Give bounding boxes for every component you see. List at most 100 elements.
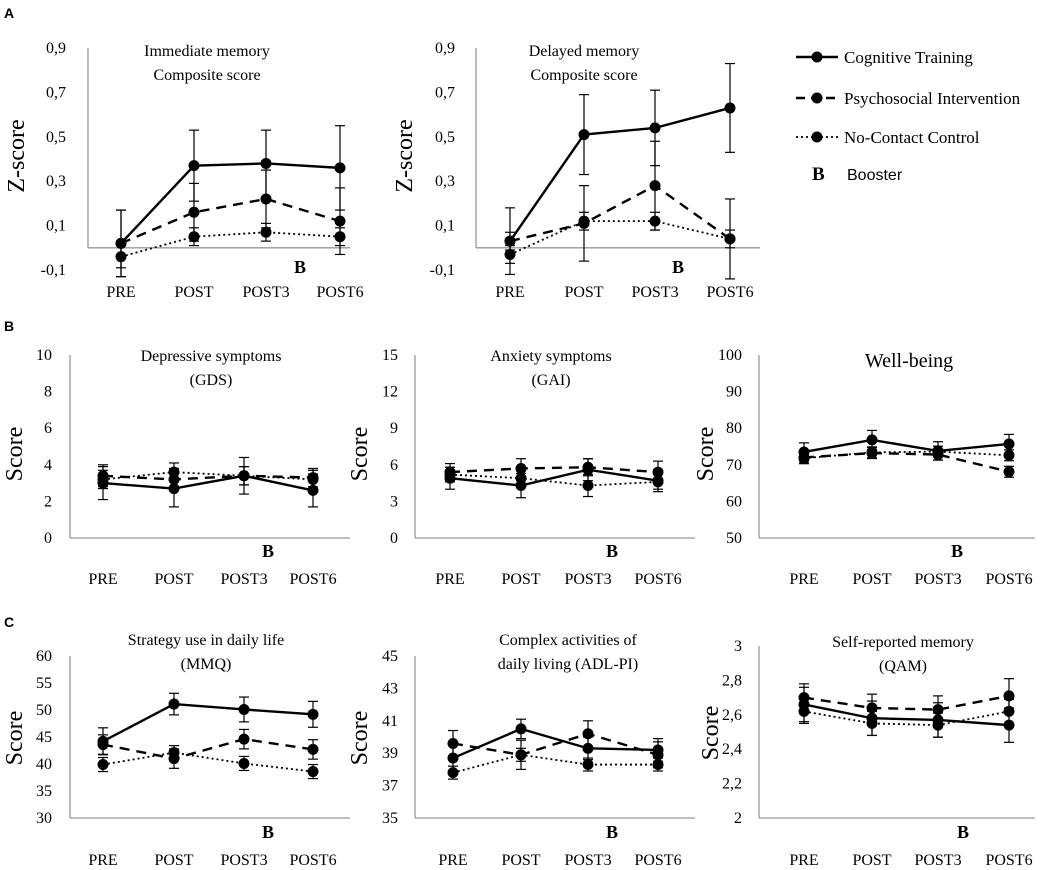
y-tick-label: 37 — [382, 778, 398, 795]
data-point — [866, 717, 878, 729]
x-tick-label: PRE — [435, 571, 464, 588]
y-tick-label: 39 — [382, 745, 398, 762]
data-point — [649, 122, 661, 134]
data-point — [724, 102, 736, 114]
y-tick-label: 9 — [390, 420, 398, 437]
legend-item-psychosocial-intervention: Psychosocial Intervention — [796, 89, 1021, 108]
data-point — [188, 160, 200, 172]
y-tick-label: 35 — [36, 783, 52, 800]
series-dotted — [97, 462, 319, 490]
x-tick-label: POST — [501, 571, 540, 588]
legend-label-psychosocial-intervention: Psychosocial Intervention — [844, 89, 1021, 108]
data-point — [334, 231, 346, 243]
chart-title: Well-being — [865, 350, 953, 372]
legend-item-no-contact-control: No-Contact Control — [796, 128, 980, 147]
chart-5: 30 35 40 45 50 55 60 PRE POST POST3 POST6 Strategy … — [2, 632, 350, 869]
y-tick-label: 40 — [36, 756, 52, 773]
data-point — [1003, 690, 1015, 702]
y-tick-label: 60 — [36, 648, 52, 665]
legend: Cognitive Training Psychosocial Interven… — [796, 48, 1021, 185]
data-point — [168, 747, 180, 759]
chart-1: -0,1 0,1 0,3 0,5 0,7 0,9 PRE POST POST3 POST6 Dela… — [392, 40, 760, 301]
booster-marker: B — [957, 822, 969, 842]
series-solid — [798, 686, 1015, 743]
y-tick-label: 70 — [726, 457, 742, 474]
booster-marker: B — [262, 822, 274, 842]
series-line — [803, 450, 1010, 460]
y-tick-label: 2,2 — [722, 776, 742, 793]
chart-title: Anxiety symptoms — [490, 348, 611, 365]
data-point — [260, 157, 272, 169]
data-point — [307, 473, 319, 485]
x-tick-label: POST6 — [634, 571, 681, 588]
series-dashed — [798, 446, 1015, 478]
x-tick-label: POST — [564, 284, 603, 301]
y-tick-label: 10 — [36, 347, 52, 364]
booster-marker: B — [606, 822, 618, 842]
data-point — [578, 129, 590, 141]
data-point — [97, 739, 109, 751]
booster-marker: B — [294, 257, 306, 277]
y-axis-label: Score — [698, 706, 724, 761]
chart-7: 2 2,2 2,4 2,6 2,8 3 PRE POST POST3 POST6 Self-repo… — [698, 634, 1035, 869]
y-tick-label: 0,9 — [46, 40, 66, 57]
chart-title: Immediate memory — [144, 43, 270, 60]
y-tick-label: 90 — [726, 384, 742, 401]
series-line — [102, 471, 314, 481]
series-line — [452, 753, 658, 774]
series-line — [803, 438, 1010, 454]
data-point — [582, 742, 594, 754]
series-line — [102, 474, 314, 492]
y-tick-label: 0 — [390, 530, 398, 547]
chart-2: 0 2 4 6 8 10 PRE POST POST3 POST6 Depressive sympt… — [2, 347, 350, 588]
data-point — [260, 193, 272, 205]
series-line — [120, 197, 341, 245]
series-line — [452, 732, 659, 757]
data-point — [1003, 705, 1015, 717]
series-line — [509, 184, 731, 243]
series-dashed — [115, 169, 346, 278]
chart-title: Complex activities of — [499, 632, 637, 649]
y-tick-label: 15 — [382, 347, 398, 364]
y-tick-label: 0,3 — [435, 173, 455, 190]
chart-title: (MMQ) — [181, 656, 232, 673]
booster-marker: B — [606, 541, 618, 561]
series-line — [452, 727, 659, 760]
y-tick-label: 6 — [390, 457, 398, 474]
data-point — [798, 452, 810, 464]
series-dashed — [444, 458, 664, 484]
x-tick-label: POST — [501, 852, 540, 869]
x-tick-label: POST3 — [914, 571, 961, 588]
y-tick-label: 0,5 — [46, 129, 66, 146]
data-point — [238, 470, 250, 482]
y-tick-label: 0,9 — [435, 40, 455, 57]
data-point — [504, 248, 516, 260]
data-point — [168, 466, 180, 478]
y-tick-label: 3 — [390, 493, 398, 510]
x-tick-label: POST6 — [706, 284, 753, 301]
y-tick-label: -0,1 — [430, 262, 455, 279]
x-tick-label: POST3 — [220, 852, 267, 869]
data-point — [932, 704, 944, 716]
data-point — [866, 434, 878, 446]
legend-booster-label: Booster — [847, 167, 903, 184]
x-tick-label: PRE — [789, 852, 818, 869]
chart-6: 35 37 39 41 43 45 PRE POST POST3 POST6 Complex act… — [347, 632, 695, 869]
data-point — [1003, 438, 1015, 450]
data-point — [932, 446, 944, 458]
x-tick-label: POST6 — [634, 852, 681, 869]
data-point — [444, 469, 456, 481]
series-line — [449, 468, 659, 487]
series-solid — [115, 125, 346, 278]
y-tick-label: 0,5 — [435, 129, 455, 146]
y-tick-label: 2,8 — [722, 672, 742, 689]
series-dashed — [798, 678, 1015, 725]
x-tick-label: POST6 — [985, 852, 1032, 869]
y-tick-label: 8 — [44, 384, 52, 401]
data-point — [652, 476, 664, 488]
series-line — [449, 466, 659, 474]
y-tick-label: 2 — [734, 810, 742, 827]
series-dotted — [504, 211, 736, 264]
y-tick-label: 12 — [382, 384, 398, 401]
y-tick-label: 80 — [726, 420, 742, 437]
